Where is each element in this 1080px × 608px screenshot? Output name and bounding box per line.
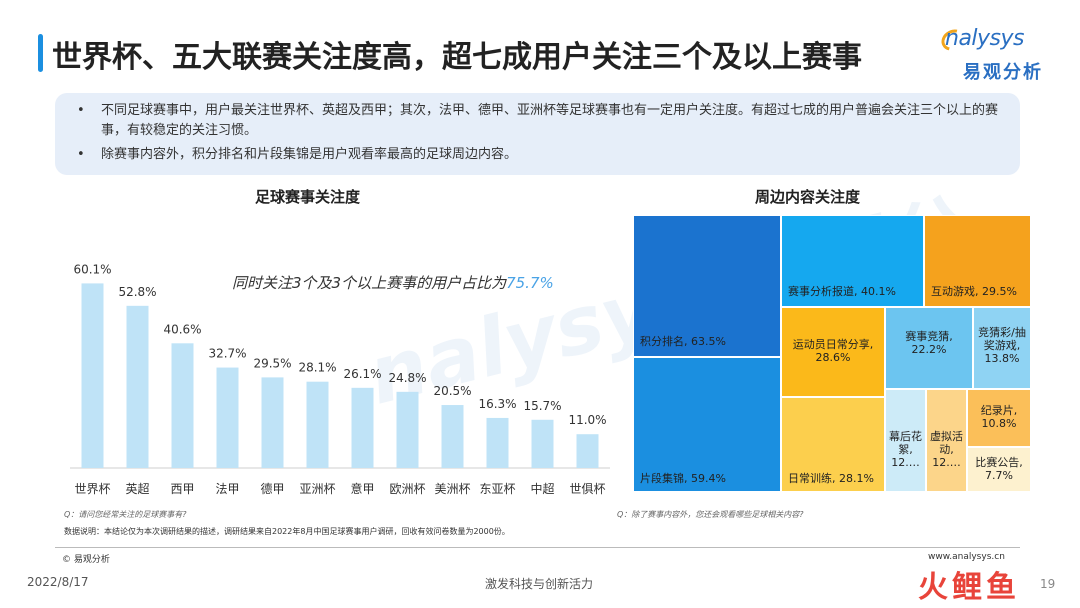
summary-bullet-text: 除赛事内容外，积分排名和片段集锦是用户观看率最高的足球周边内容。 bbox=[101, 147, 518, 162]
copyright-text: © 易观分析 bbox=[62, 555, 110, 565]
treemap-tile-label: 赛事竞猜, 22.2% bbox=[905, 330, 953, 356]
treemap-tile: 竞猜彩/抽奖游戏, 13.8% bbox=[973, 307, 1031, 389]
bar-value-label: 15.7% bbox=[523, 399, 561, 413]
category-label: 意甲 bbox=[350, 481, 374, 496]
treemap-tile-label: 日常训练, 28.1% bbox=[788, 472, 874, 485]
bar-value-label: 40.6% bbox=[163, 322, 201, 336]
treemap-tile: 纪录片, 10.8% bbox=[967, 389, 1031, 447]
treemap-tile: 互动游戏, 29.5% bbox=[924, 215, 1031, 307]
data-source-note: 数据说明：本结论仅为本次调研结果的描述，调研结果来自2022年8月中国足球赛事用… bbox=[64, 527, 510, 536]
bar bbox=[306, 381, 329, 468]
summary-bullet: • 除赛事内容外，积分排名和片段集锦是用户观看率最高的足球周边内容。 bbox=[73, 145, 1002, 165]
treemap-tile-label: 比赛公告, 7.7% bbox=[975, 456, 1023, 482]
page-title: 世界杯、五大联赛关注度高，超七成用户关注三个及以上赛事 bbox=[52, 40, 862, 75]
page-number: 19 bbox=[1040, 577, 1056, 591]
bar-value-label: 24.8% bbox=[388, 371, 426, 385]
summary-box: • 不同足球赛事中，用户最关注世界杯、英超及西甲；其次，法甲、德甲、亚洲杯等足球… bbox=[55, 93, 1020, 175]
bar-value-label: 26.1% bbox=[343, 367, 381, 381]
bar bbox=[576, 434, 599, 468]
treemap-tile: 比赛公告, 7.7% bbox=[967, 447, 1031, 492]
category-label: 亚洲杯 bbox=[299, 482, 335, 496]
treemap-tile: 虚拟活动, 12.… bbox=[926, 389, 967, 492]
category-label: 东亚杯 bbox=[479, 482, 515, 496]
category-label: 美洲杯 bbox=[434, 482, 470, 496]
bar-chart-title: 足球赛事关注度 bbox=[255, 188, 361, 206]
treemap-tile-label: 竞猜彩/抽奖游戏, 13.8% bbox=[978, 326, 1026, 365]
footer-date: 2022/8/17 bbox=[27, 575, 89, 589]
bar-value-label: 28.1% bbox=[298, 361, 336, 375]
bar bbox=[486, 417, 509, 468]
logo-chinese-text: 易观分析 bbox=[963, 62, 1043, 83]
treemap-question: Q：除了赛事内容外，您还会观看哪些足球相关内容? bbox=[617, 510, 804, 519]
logo-english-text: nalysys bbox=[945, 26, 1025, 51]
bar-chart-question: Q：请问您经常关注的足球赛事有? bbox=[64, 510, 187, 519]
treemap-title: 周边内容关注度 bbox=[755, 188, 861, 206]
treemap-tile-label: 纪录片, 10.8% bbox=[980, 404, 1018, 430]
summary-bullet-text: 不同足球赛事中，用户最关注世界杯、英超及西甲；其次，法甲、德甲、亚洲杯等足球赛事… bbox=[101, 103, 999, 138]
bar bbox=[396, 391, 419, 468]
footer-divider bbox=[55, 547, 1020, 548]
treemap-tile-label: 赛事分析报道, 40.1% bbox=[788, 285, 896, 298]
chart-annotation: 同时关注3个及3个以上赛事的用户占比为75.7% bbox=[232, 272, 554, 293]
treemap-tile: 积分排名, 63.5% bbox=[633, 215, 781, 357]
annotation-value: 75.7% bbox=[506, 274, 554, 292]
treemap-tile: 日常训练, 28.1% bbox=[781, 397, 885, 492]
bar bbox=[171, 343, 194, 468]
bar-value-label: 60.1% bbox=[73, 262, 111, 276]
bullet-dot-icon: • bbox=[77, 147, 85, 162]
category-label: 英超 bbox=[125, 481, 149, 496]
category-label: 欧洲杯 bbox=[389, 482, 425, 496]
treemap-tile: 片段集锦, 59.4% bbox=[633, 357, 781, 492]
treemap-tile-label: 幕后花絮, 12.… bbox=[889, 430, 922, 469]
footer-slogan: 激发科技与创新活力 bbox=[485, 577, 594, 591]
bar bbox=[81, 283, 104, 468]
treemap-tile-label: 互动游戏, 29.5% bbox=[931, 285, 1017, 298]
analysys-logo: nalysys 易观分析 bbox=[937, 25, 1065, 86]
bar bbox=[216, 367, 239, 468]
category-label: 德甲 bbox=[260, 481, 284, 496]
bullet-dot-icon: • bbox=[77, 103, 85, 118]
treemap-tile-label: 虚拟活动, 12.… bbox=[930, 430, 963, 469]
bar bbox=[261, 377, 284, 468]
treemap-tile-label: 积分排名, 63.5% bbox=[640, 335, 726, 348]
bar-value-label: 32.7% bbox=[208, 347, 246, 361]
treemap-tile: 赛事竞猜, 22.2% bbox=[885, 307, 973, 389]
category-label: 法甲 bbox=[215, 482, 239, 496]
treemap-tile: 赛事分析报道, 40.1% bbox=[781, 215, 924, 307]
category-label: 西甲 bbox=[170, 482, 194, 496]
treemap-chart: 积分排名, 63.5% 片段集锦, 59.4% 赛事分析报道, 40.1% 互动游戏,… bbox=[633, 215, 1031, 492]
bar-value-label: 11.0% bbox=[568, 413, 606, 427]
bar-chart: 60.1% 世界杯 52.8% 英超 40.6% 西甲 32.7% 法甲 29.5% 德甲 28.1… bbox=[70, 262, 610, 496]
brand-watermark-logo: 火鲤鱼 bbox=[918, 570, 1020, 605]
treemap-tile-label: 运动员日常分享, 28.6% bbox=[792, 338, 874, 364]
bar bbox=[531, 419, 554, 468]
bar bbox=[351, 387, 374, 468]
bar bbox=[126, 305, 149, 468]
summary-bullet: • 不同足球赛事中，用户最关注世界杯、英超及西甲；其次，法甲、德甲、亚洲杯等足球… bbox=[73, 101, 1002, 141]
category-label: 中超 bbox=[530, 481, 554, 496]
category-label: 世界杯 bbox=[74, 482, 110, 496]
treemap-tile: 运动员日常分享, 28.6% bbox=[781, 307, 885, 397]
title-accent-bar bbox=[38, 34, 43, 72]
bar bbox=[441, 405, 464, 468]
bar-value-label: 29.5% bbox=[253, 356, 291, 370]
bar-value-label: 52.8% bbox=[118, 285, 156, 299]
bar-value-label: 20.5% bbox=[433, 384, 471, 398]
category-label: 世俱杯 bbox=[569, 481, 605, 496]
website-link[interactable]: www.analysys.cn bbox=[928, 552, 1005, 562]
bar-value-label: 16.3% bbox=[478, 397, 516, 411]
treemap-tile: 幕后花絮, 12.… bbox=[885, 389, 926, 492]
treemap-tile-label: 片段集锦, 59.4% bbox=[640, 472, 726, 485]
annotation-text: 同时关注3个及3个以上赛事的用户占比为 bbox=[232, 274, 507, 292]
